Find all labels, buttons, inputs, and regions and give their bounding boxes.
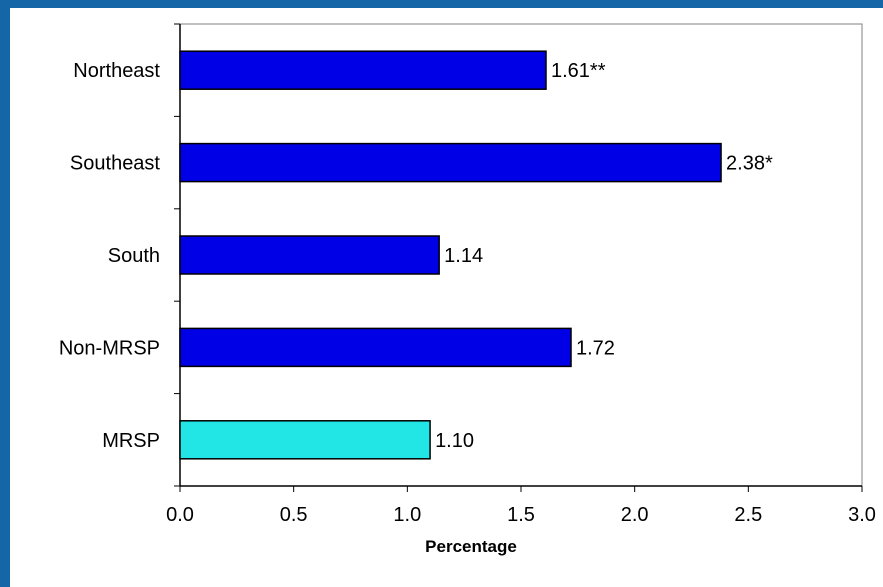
x-axis-title: Percentage	[425, 537, 517, 556]
bar-non-mrsp	[179, 327, 572, 368]
data-label: 1.61**	[551, 60, 606, 82]
bar-southeast	[179, 142, 722, 183]
x-tick-label: 3.0	[848, 504, 876, 526]
x-tick-label: 1.5	[507, 504, 535, 526]
data-label: 1.72	[576, 337, 615, 359]
data-label: 1.14	[444, 245, 483, 267]
data-label: 1.10	[435, 430, 474, 452]
x-tick-label: 1.0	[393, 504, 421, 526]
category-label: Northeast	[73, 60, 160, 82]
x-tick-label: 0.5	[280, 504, 308, 526]
category-label: MRSP	[102, 430, 160, 452]
category-label: Non-MRSP	[59, 337, 160, 359]
x-tick-label: 2.0	[621, 504, 649, 526]
chart-panel	[10, 8, 883, 587]
bar-mrsp	[179, 420, 431, 460]
bar-south	[179, 235, 440, 275]
x-tick-label: 2.5	[734, 504, 762, 526]
data-label: 2.38*	[726, 153, 773, 175]
category-label: Southeast	[70, 153, 161, 175]
bar-northeast	[179, 50, 547, 90]
category-label: South	[108, 245, 160, 267]
x-tick-label: 0.0	[166, 504, 194, 526]
